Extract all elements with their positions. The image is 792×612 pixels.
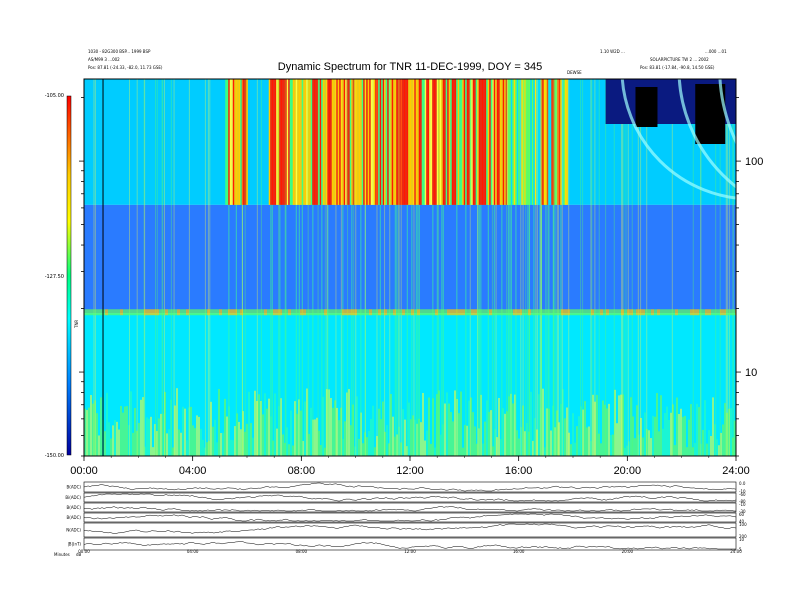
x-tick-label: 00:00	[70, 465, 98, 477]
aux-panel: |B|(nT) 10 5	[67, 537, 744, 552]
aux-panel-tick: 40	[739, 519, 745, 524]
panel-x-tick-label: 24:00	[730, 549, 742, 554]
x-axis: 00:00 04:00 08:00 12:00 16:00 20:00 24:00	[70, 456, 750, 477]
aux-panel-tick: -10	[739, 502, 746, 507]
panel-x-tick-label: 12:00	[404, 549, 416, 554]
header-marker: DEWSE	[567, 70, 582, 75]
aux-panel-trace	[83, 513, 737, 522]
aux-panel: B(ADC) 60 40	[67, 512, 745, 524]
low-frequency-band	[84, 388, 736, 456]
y-tick-label: 100	[745, 156, 763, 168]
x-tick-label: 04:00	[179, 465, 207, 477]
aux-panel-label: B(ADC)	[67, 515, 82, 520]
aux-panel-tick: 5	[739, 547, 742, 552]
header-left-line2: AS/M99 3 ...002	[88, 57, 120, 62]
colorbar-tick-bottom: -150.00	[45, 453, 64, 459]
x-tick-label: 08:00	[288, 465, 316, 477]
footer-unit-label: dB	[76, 552, 82, 557]
aux-panel-trace	[83, 506, 736, 512]
vertical-streaks	[93, 79, 736, 456]
panel-x-tick-label: 08:00	[296, 549, 308, 554]
colorbar: -105.00 -127.50 -150.00 TNR	[45, 93, 79, 459]
header-right-corner: ...000 ...01	[705, 49, 727, 54]
header-right-line3: Pos: 83.81 (-17.84, -90.8, 14.50 GSE)	[640, 65, 715, 70]
header-left-line1: 1030 - 82G300 BSP... 1999 BSP	[88, 49, 151, 54]
aux-panel-label: B(ADC)	[67, 505, 82, 510]
aux-panel-tick: 60	[739, 512, 745, 517]
panel-x-axis: 00:00 04:00 08:00 12:00 16:00 20:00 24:00	[78, 549, 742, 554]
type-iii-arcs	[605, 79, 736, 200]
aux-panel-label: |B|(nT)	[67, 542, 81, 547]
aux-panel-trace	[83, 482, 737, 492]
aux-panel-frame	[83, 522, 737, 538]
panel-x-tick-label: 04:00	[187, 549, 199, 554]
middle-band-bg	[84, 204, 736, 314]
emission-line	[84, 309, 736, 316]
aux-panel: B(ADC) -10 -30	[67, 502, 746, 514]
y-tick-label: 10	[745, 367, 757, 379]
aux-panel-frame	[83, 481, 737, 493]
auxiliary-panels: B(ADC)0.0-10Bi(ADC)-60-80B(ADC)-10-30B(A…	[65, 481, 747, 552]
footer-left-label: Minutes	[54, 552, 70, 557]
aux-panel-tick: 10	[739, 537, 745, 542]
radio-bursts	[225, 79, 568, 456]
aux-panel-label: N(ADC)	[66, 528, 81, 533]
aux-panel-trace	[83, 523, 737, 534]
aux-panel-tick: -10	[739, 489, 746, 494]
colorbar-gradient	[66, 95, 72, 456]
colorbar-label: TNR	[74, 320, 79, 329]
aux-panel: B(ADC) 0.0 -10	[67, 481, 746, 494]
panel-x-tick-label: 20:00	[622, 549, 634, 554]
colorbar-tick-mid: -127.50	[45, 274, 64, 280]
aux-panel-tick: 0.0	[739, 481, 746, 486]
header-right-line1: 1.10 W2D ...	[600, 49, 625, 54]
aux-panel-tick: -60	[739, 492, 746, 497]
aux-panel-tick: -30	[739, 509, 746, 514]
header-left-line3: Pos: 87.81 (-24.33, -82.0, 11.73 GSE)	[88, 65, 163, 70]
aux-panel: Bi(ADC) -60 -80	[65, 492, 746, 504]
x-tick-label: 24:00	[722, 465, 750, 477]
colorbar-tick-top: -105.00	[45, 93, 64, 99]
spectrogram: 100 10 00:00 04:00 08:00 12:00 16:00 20:00 24:0…	[70, 78, 763, 477]
aux-panel-tick: 200	[739, 534, 747, 539]
aux-panel-tick: -80	[739, 499, 746, 504]
panel-x-tick-label: 00:00	[78, 549, 90, 554]
aux-panel-trace	[83, 493, 737, 502]
panel-x-tick-label: 16:00	[513, 549, 525, 554]
aux-panel-frame	[83, 537, 737, 551]
aux-panel-label: B(ADC)	[67, 485, 82, 490]
header-right-line2: SOLARPICTURE TW 2 ... 2002	[650, 57, 709, 62]
aux-panel-tick: 100	[739, 522, 747, 527]
x-tick-label: 16:00	[505, 465, 533, 477]
aux-panel-label: Bi(ADC)	[65, 495, 81, 500]
spectrogram-image	[84, 79, 736, 456]
x-tick-label: 12:00	[396, 465, 424, 477]
x-tick-label: 20:00	[614, 465, 642, 477]
aux-panel-frame	[83, 502, 737, 513]
aux-panel-frame	[83, 492, 737, 503]
aux-panel-trace	[83, 541, 736, 550]
aux-panel: N(ADC) 100 200	[66, 522, 747, 539]
chart-title: Dynamic Spectrum for TNR 11-DEC-1999, DO…	[278, 61, 542, 73]
y-axis: 100 10	[79, 97, 763, 457]
